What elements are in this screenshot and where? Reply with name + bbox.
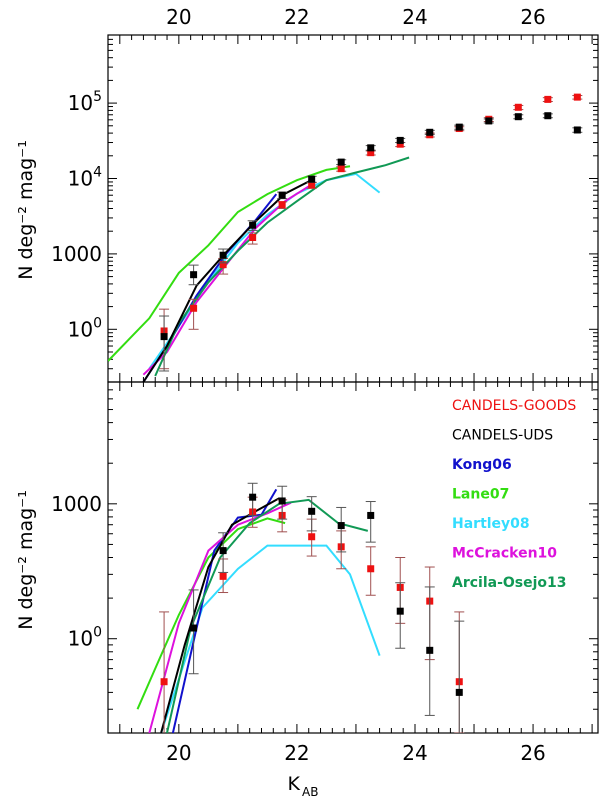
bottom-series-line-lane07 bbox=[136, 517, 286, 710]
bottom-panel: 100 1000 bbox=[51, 381, 599, 734]
bottom-data-point-uds bbox=[190, 624, 198, 632]
bottom-data-point-uds bbox=[249, 493, 257, 501]
legend-entry-lane07: Lane07 bbox=[452, 487, 509, 503]
bottom-data-point-uds bbox=[308, 507, 316, 515]
bottom-data-point-uds bbox=[426, 646, 434, 654]
bottom-data-point-goods bbox=[308, 533, 316, 541]
bottom-x-tick-label: 26 bbox=[520, 741, 545, 765]
y-axis-label-top: N deg⁻² mag⁻¹ bbox=[15, 140, 37, 280]
bottom-y-tick-label: 1000 bbox=[51, 492, 102, 516]
bottom-data-point-goods bbox=[160, 678, 168, 686]
top-data-point-uds bbox=[544, 112, 552, 120]
top-data-point-goods bbox=[249, 233, 257, 241]
top-y-tick-label: 104 bbox=[68, 164, 102, 190]
top-data-point-uds bbox=[337, 158, 345, 166]
bottom-data-point-uds bbox=[278, 497, 286, 505]
legend-entry-mccracken10: McCracken10 bbox=[452, 546, 557, 562]
top-data-point-uds bbox=[573, 126, 581, 134]
legend-entry-kong06: Kong06 bbox=[452, 457, 512, 473]
bottom-x-tick-label: 24 bbox=[402, 741, 427, 765]
top-data-point-uds bbox=[190, 271, 198, 279]
top-data-point-uds bbox=[514, 113, 522, 121]
top-y-tick-label: 100 bbox=[68, 315, 102, 341]
top-data-point-uds bbox=[278, 191, 286, 199]
top-plot-frame bbox=[107, 34, 599, 383]
top-panel: 100 1000 104 105 bbox=[51, 34, 599, 383]
top-x-axis: 20 20 22 22 24 24 26 26 bbox=[166, 5, 546, 765]
bottom-data-point-uds bbox=[367, 511, 375, 519]
top-data-point-goods bbox=[337, 165, 345, 173]
bottom-plot-area bbox=[136, 482, 465, 733]
legend-entry-arcila-osejo13: Arcila-Osejo13 bbox=[452, 575, 567, 591]
top-x-tick-label: 24 bbox=[402, 5, 427, 29]
top-series-line-hartley08 bbox=[148, 172, 381, 370]
top-data-point-goods bbox=[308, 181, 316, 189]
legend: CANDELS-GOODS CANDELS-UDS Kong06 Lane07 Hart… bbox=[452, 398, 576, 591]
bottom-data-point-goods bbox=[367, 565, 375, 573]
top-data-point-uds bbox=[426, 128, 434, 136]
top-data-point-goods bbox=[190, 304, 198, 312]
bottom-data-point-uds bbox=[455, 688, 463, 696]
top-data-point-goods bbox=[544, 95, 552, 103]
x-axis-label: K bbox=[288, 773, 301, 795]
top-data-point-uds bbox=[219, 251, 227, 259]
top-data-point-uds bbox=[160, 333, 168, 341]
x-axis-label-subscript: AB bbox=[302, 785, 318, 799]
x-axis-label-main: K bbox=[288, 773, 301, 795]
bottom-data-point-uds bbox=[219, 547, 227, 555]
top-data-point-uds bbox=[396, 136, 404, 144]
top-data-point-uds bbox=[485, 117, 493, 125]
bottom-x-tick-label: 20 bbox=[166, 741, 191, 765]
top-data-point-uds bbox=[308, 175, 316, 183]
top-data-point-goods bbox=[278, 201, 286, 209]
legend-entry-candels-uds: CANDELS-UDS bbox=[452, 428, 553, 444]
top-y-tick-label: 1000 bbox=[51, 242, 102, 266]
bottom-series-line-arcila-osejo13 bbox=[166, 498, 369, 733]
top-data-point-goods bbox=[573, 93, 581, 101]
top-plot-area bbox=[108, 93, 583, 382]
legend-entry-hartley08: Hartley08 bbox=[452, 516, 530, 532]
bottom-series-line-kong06 bbox=[171, 488, 278, 733]
top-x-tick-label: 22 bbox=[284, 5, 309, 29]
top-data-point-uds bbox=[367, 144, 375, 152]
top-series-line-lane07 bbox=[108, 165, 351, 362]
top-x-tick-label: 20 bbox=[166, 5, 191, 29]
top-data-point-goods bbox=[514, 103, 522, 111]
top-data-point-uds bbox=[455, 123, 463, 131]
top-y-tick-label: 105 bbox=[68, 89, 102, 115]
bottom-x-tick-label: 22 bbox=[284, 741, 309, 765]
bottom-data-point-goods bbox=[219, 572, 227, 580]
top-data-point-goods bbox=[219, 261, 227, 269]
bottom-series-line-candels-uds-line bbox=[160, 497, 280, 733]
top-series-line-kong06 bbox=[142, 193, 278, 382]
top-series-line-candels-uds-line bbox=[142, 177, 316, 382]
legend-entry-candels-goods: CANDELS-GOODS bbox=[452, 398, 576, 414]
bottom-series-line-hartley08 bbox=[160, 544, 381, 733]
top-data-point-goods bbox=[367, 149, 375, 157]
y-axis-label-bottom: N deg⁻² mag⁻¹ bbox=[15, 490, 37, 630]
top-x-tick-label: 26 bbox=[520, 5, 545, 29]
bottom-y-tick-label: 100 bbox=[68, 625, 102, 651]
top-data-point-goods bbox=[396, 140, 404, 148]
bottom-data-point-uds bbox=[337, 522, 345, 530]
top-data-point-uds bbox=[249, 221, 257, 229]
bottom-data-point-uds bbox=[396, 607, 404, 615]
